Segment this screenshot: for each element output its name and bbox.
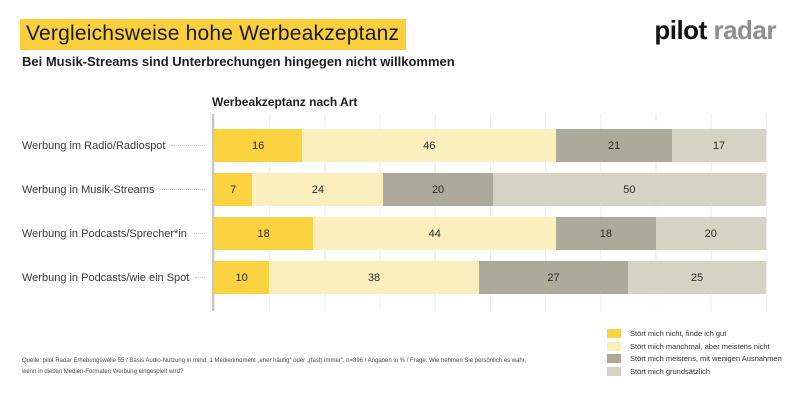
y-axis-line (212, 114, 214, 311)
pilot-radar-logo: pilot radar (654, 15, 776, 46)
logo-word-radar: radar (713, 15, 776, 45)
source-note-line2: wenn in diesen Medien-Formaten Werbung e… (22, 368, 184, 375)
bar-segment: 38 (269, 261, 479, 294)
bar-segment: 24 (252, 173, 384, 206)
bar-value-label: 16 (252, 139, 265, 152)
chart-row: Werbung im Radio/Radiospot 16 46 21 17 (22, 129, 767, 162)
stacked-bar: 10 38 27 25 (214, 261, 766, 294)
legend-label: Stört mich meistens, mit wenigen Ausnahm… (630, 354, 782, 363)
page-title: Vergleichsweise hohe Werbeakzeptanz (20, 19, 407, 50)
stacked-bar: 16 46 21 17 (214, 129, 766, 162)
legend: Stört mich nicht, finde ich gut Stört mic… (607, 329, 782, 379)
legend-label: Stört mich manchmal, aber meistens nicht (630, 341, 770, 351)
bar-value-label: 24 (311, 183, 324, 196)
chart-row: Werbung in Musik-Streams 7 24 20 50 (22, 173, 767, 206)
bar-value-label: 18 (257, 227, 270, 240)
bar-segment: 10 (214, 261, 270, 294)
bar-value-label: 25 (690, 271, 704, 284)
chart-rows: Werbung im Radio/Radiospot 16 46 21 17 Werbun… (22, 129, 767, 305)
leader-line (192, 233, 205, 234)
chart-row: Werbung in Podcasts/wie ein Spot 10 38 27 25 (22, 261, 767, 294)
category-label: Werbung in Podcasts/wie ein Spot (22, 271, 190, 284)
chart-title: Werbeakzeptanz nach Art (212, 95, 358, 109)
legend-color-swatch (607, 366, 621, 376)
bar-value-label: 21 (608, 139, 621, 152)
bar-segment: 17 (672, 129, 766, 162)
category-label-wrap: Werbung in Podcasts/wie ein Spot (22, 272, 214, 284)
bar-segment: 7 (214, 173, 253, 206)
bar-value-label: 7 (230, 183, 237, 196)
legend-item: Stört mich grundsätzlich (607, 366, 782, 376)
legend-color-swatch (607, 341, 621, 351)
legend-label: Stört mich nicht, finde ich gut (630, 329, 727, 338)
bar-value-label: 46 (423, 139, 436, 152)
leader-line (160, 189, 205, 190)
legend-color-swatch (607, 329, 621, 338)
bar-segment: 18 (556, 217, 656, 250)
bar-value-label: 38 (367, 271, 381, 284)
category-label: Werbung im Radio/Radiospot (22, 139, 166, 152)
legend-label: Stört mich grundsätzlich (630, 366, 711, 376)
bar-segment: 20 (655, 217, 766, 250)
category-label: Werbung in Podcasts/Sprecher*in (22, 227, 187, 240)
legend-color-swatch (607, 354, 621, 363)
bar-segment: 18 (214, 217, 314, 250)
bar-value-label: 17 (712, 139, 726, 152)
bar-segment: 46 (302, 129, 557, 162)
legend-item: Stört mich nicht, finde ich gut (607, 329, 782, 338)
logo-word-pilot: pilot (654, 15, 707, 45)
bar-segment: 50 (492, 173, 766, 206)
source-note: Quelle: pilot Radar Erhebungswelle 55 / … (22, 356, 526, 377)
stacked-bar: 18 44 18 20 (214, 217, 766, 250)
page-subtitle: Bei Musik-Streams sind Unterbrechungen h… (22, 54, 455, 69)
chart-row: Werbung in Podcasts/Sprecher*in 18 44 18 20 (22, 217, 767, 250)
leader-line (195, 277, 205, 278)
bar-value-label: 44 (428, 227, 441, 240)
bar-segment: 20 (383, 173, 493, 206)
bar-value-label: 27 (547, 271, 560, 284)
stacked-bar: 7 24 20 50 (214, 173, 766, 206)
leader-line (171, 145, 205, 146)
bar-segment: 21 (556, 129, 673, 162)
category-label-wrap: Werbung in Musik-Streams (22, 184, 214, 196)
source-note-line1: Quelle: pilot Radar Erhebungswelle 55 / … (22, 358, 527, 364)
bar-segment: 25 (627, 261, 766, 294)
bar-value-label: 10 (235, 271, 248, 284)
bar-segment: 27 (478, 261, 628, 294)
bar-segment: 44 (313, 217, 557, 250)
bar-value-label: 18 (599, 227, 613, 240)
bar-value-label: 20 (431, 183, 445, 196)
legend-item: Stört mich manchmal, aber meistens nicht (607, 341, 782, 351)
category-label-wrap: Werbung in Podcasts/Sprecher*in (22, 228, 214, 240)
bar-value-label: 50 (623, 183, 636, 196)
category-label: Werbung in Musik-Streams (22, 183, 155, 196)
bar-segment: 16 (214, 129, 303, 162)
category-label-wrap: Werbung im Radio/Radiospot (22, 140, 214, 152)
bar-value-label: 20 (704, 227, 717, 240)
legend-item: Stört mich meistens, mit wenigen Ausnahm… (607, 354, 782, 363)
